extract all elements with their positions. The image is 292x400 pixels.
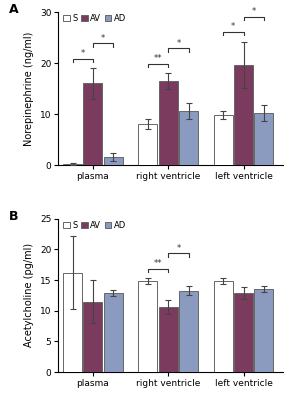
Y-axis label: Acetylcholine (pg/ml): Acetylcholine (pg/ml) <box>25 243 34 348</box>
Text: *: * <box>231 22 235 31</box>
Bar <box>138 281 157 372</box>
Bar <box>84 302 102 372</box>
Bar <box>159 307 178 372</box>
Legend: S, AV, AD: S, AV, AD <box>62 13 127 24</box>
Text: *: * <box>101 34 105 42</box>
Text: **: ** <box>154 259 162 268</box>
Text: *: * <box>176 244 180 253</box>
Bar <box>159 81 178 165</box>
Bar <box>214 115 232 165</box>
Bar <box>234 293 253 372</box>
Legend: S, AV, AD: S, AV, AD <box>62 220 127 230</box>
Text: A: A <box>9 3 19 16</box>
Text: **: ** <box>154 54 162 63</box>
Bar <box>179 111 198 165</box>
Bar <box>255 113 273 165</box>
Y-axis label: Norepinephrine (ng/ml): Norepinephrine (ng/ml) <box>25 32 34 146</box>
Bar <box>104 157 123 165</box>
Bar <box>104 293 123 372</box>
Bar <box>234 64 253 165</box>
Text: *: * <box>176 39 180 48</box>
Bar <box>138 124 157 165</box>
Text: *: * <box>252 7 256 16</box>
Bar <box>84 84 102 165</box>
Text: *: * <box>81 49 85 58</box>
Bar <box>63 273 82 372</box>
Text: B: B <box>9 210 18 223</box>
Bar <box>63 164 82 165</box>
Bar <box>214 281 232 372</box>
Bar <box>255 289 273 372</box>
Bar <box>179 290 198 372</box>
